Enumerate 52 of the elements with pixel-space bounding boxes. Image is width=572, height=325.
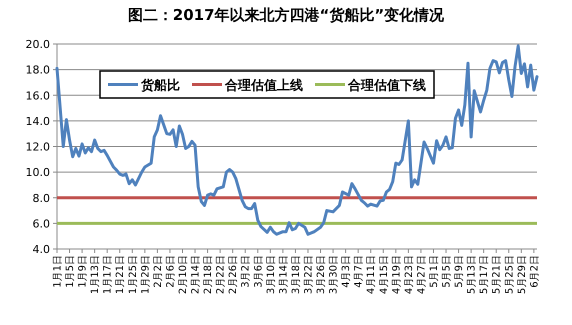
- x-tick-label: 3月30日: [328, 255, 340, 294]
- x-tick-label: 2月26日: [228, 255, 240, 294]
- x-tick-label: 1月1日: [52, 255, 64, 288]
- x-tick-label: 2月22日: [216, 255, 227, 294]
- y-tick-label: 10.0: [26, 166, 50, 180]
- x-tick-label: 1月17日: [102, 255, 114, 294]
- x-tick-label: 3月22日: [303, 255, 314, 294]
- x-tick-label: 5月17日: [479, 255, 490, 294]
- x-tick-label: 2月14日: [190, 255, 202, 294]
- x-tick-label: 1月29日: [140, 255, 152, 294]
- x-tick-label: 3月14日: [278, 255, 290, 294]
- x-tick-label: 4月3日: [341, 255, 352, 288]
- x-tick-label: 3月6日: [253, 255, 264, 288]
- x-tick-label: 2月10日: [178, 255, 189, 294]
- x-tick-label: 1月13日: [90, 255, 102, 294]
- x-tick-label: 5月29日: [516, 255, 528, 294]
- x-tick-label: 4月23日: [404, 255, 415, 294]
- x-tick-label: 3月10日: [266, 255, 277, 294]
- x-tick-label: 5月1日: [428, 255, 440, 288]
- legend-label: 货船比: [140, 78, 180, 94]
- x-tick-label: 2月2日: [152, 255, 164, 288]
- y-tick-label: 6.0: [32, 217, 50, 230]
- x-tick-label: 4月27日: [416, 255, 428, 294]
- x-tick-label: 5月13日: [466, 255, 478, 294]
- y-tick-label: 4.0: [32, 243, 50, 256]
- y-tick-label: 14.0: [26, 114, 50, 128]
- x-tick-label: 4月19日: [391, 255, 402, 294]
- x-tick-label: 1月9日: [78, 255, 89, 288]
- x-tick-label: 1月21日: [115, 255, 126, 294]
- x-tick-label: 6月2日: [529, 255, 540, 288]
- x-tick-label: 3月26日: [316, 255, 328, 294]
- x-tick-label: 4月11日: [366, 255, 378, 294]
- y-tick-label: 20.0: [26, 38, 50, 51]
- y-tick-label: 16.0: [26, 89, 50, 102]
- x-tick-label: 3月2日: [240, 255, 252, 288]
- x-tick-label: 2月18日: [203, 255, 214, 294]
- y-tick-label: 8.0: [32, 192, 50, 205]
- x-tick-label: 5月25日: [504, 255, 516, 294]
- x-tick-label: 2月6日: [165, 255, 176, 288]
- chart-title: 图二：2017年以来北方四港“货船比”变化情况: [128, 6, 446, 24]
- x-tick-label: 1月25日: [128, 255, 139, 294]
- legend-label: 合理估值下线: [347, 78, 426, 94]
- x-tick-label: 4月15日: [378, 255, 390, 294]
- x-tick-label: 5月5日: [442, 255, 453, 288]
- x-tick-label: 1月5日: [65, 255, 76, 288]
- x-tick-label: 5月9日: [454, 255, 466, 288]
- x-tick-label: 5月21日: [492, 255, 503, 294]
- y-tick-label: 12.0: [26, 140, 50, 154]
- x-tick-label: 3月18日: [290, 255, 302, 294]
- y-tick-label: 18.0: [26, 64, 50, 77]
- x-tick-label: 4月7日: [354, 255, 365, 288]
- legend-label: 合理估值上线: [224, 78, 303, 94]
